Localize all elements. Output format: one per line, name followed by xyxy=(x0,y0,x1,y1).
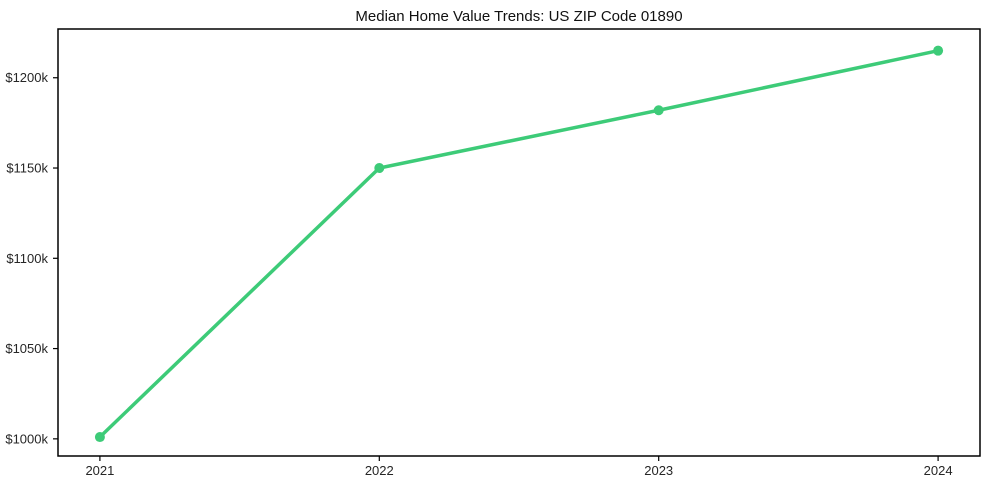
x-tick-label: 2024 xyxy=(924,463,953,478)
x-tick-label: 2021 xyxy=(85,463,114,478)
x-tick-label: 2022 xyxy=(365,463,394,478)
plot-area: $1000k $1050k $1100k $1150k $1200k 2021 2022 20… xyxy=(5,28,981,478)
plot-border xyxy=(57,28,981,457)
chart-title: Median Home Value Trends: US ZIP Code 01… xyxy=(355,8,682,25)
trend-line xyxy=(98,48,940,439)
data-point-2021 xyxy=(94,432,105,443)
data-point-2024 xyxy=(933,45,944,56)
y-tick-label: $1000k xyxy=(5,431,48,446)
y-tick-label: $1100k xyxy=(6,251,48,266)
y-tick-label: $1050k xyxy=(5,341,48,356)
y-tick-label: $1150k xyxy=(6,161,48,176)
data-point-2023 xyxy=(653,105,664,116)
plot-background xyxy=(58,29,980,456)
x-tick-label: 2023 xyxy=(644,463,673,478)
data-point-2022 xyxy=(374,163,385,174)
y-tick-label: $1200k xyxy=(5,70,48,85)
